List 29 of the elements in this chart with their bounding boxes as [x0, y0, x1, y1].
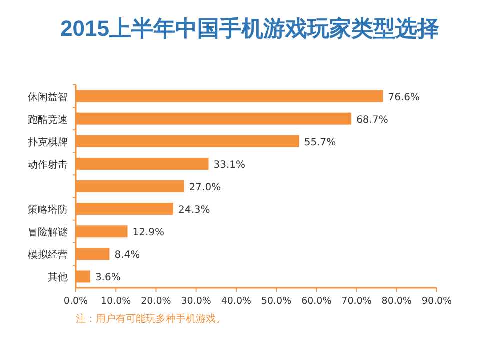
x-tick-label: 80.0%	[382, 296, 412, 307]
data-label: 33.1%	[214, 160, 246, 171]
y-tick-label: 动作射击	[28, 158, 68, 171]
x-tick-label: 70.0%	[342, 296, 372, 307]
data-label: 24.3%	[178, 205, 210, 216]
x-tick-label: 0.0%	[64, 296, 88, 307]
y-tick-label: 策略塔防	[28, 204, 68, 216]
x-tick-label: 60.0%	[302, 296, 332, 307]
x-tick-label: 50.0%	[261, 296, 292, 307]
data-label: 12.9%	[132, 228, 165, 239]
data-label: 76.6%	[388, 92, 420, 104]
y-tick-label: 冒险解谜	[28, 226, 68, 239]
data-label: 55.7%	[304, 137, 336, 148]
x-tick-label: 90.0%	[422, 296, 452, 307]
y-tick-label: 扑克棋牌	[27, 136, 68, 148]
y-tick-label: 休闲益智	[28, 91, 68, 104]
y-tick-label: 跑酷竞速	[28, 114, 68, 126]
y-tick-label: 其他	[48, 272, 68, 284]
data-label: 68.7%	[356, 114, 388, 126]
data-label: 3.6%	[95, 272, 121, 284]
text: 注：用户有可能玩多种手机游戏。	[76, 313, 226, 325]
x-tick-label: 10.0%	[101, 296, 132, 307]
chart-title: 2015上半年中国手机游戏玩家类型选择	[60, 16, 440, 41]
y-tick-label: 模拟经营	[28, 249, 68, 262]
x-tick-label: 40.0%	[221, 296, 252, 307]
data-label: 8.4%	[114, 250, 140, 262]
x-tick-label: 20.0%	[141, 296, 172, 307]
data-label: 27.0%	[189, 182, 222, 194]
x-tick-label: 30.0%	[181, 296, 212, 307]
